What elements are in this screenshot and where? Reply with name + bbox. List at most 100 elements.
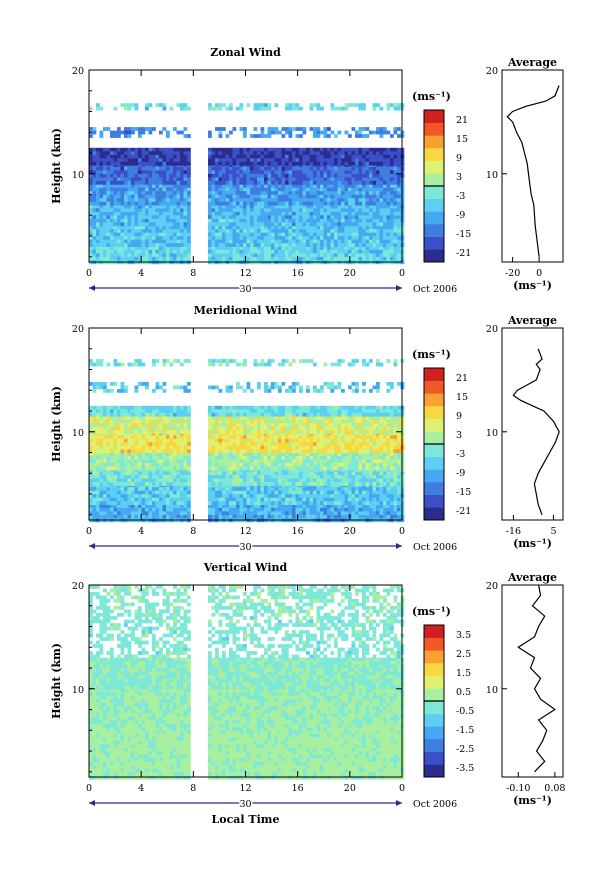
panel2-colorbar-segment-10 [424,380,444,394]
panel2-colorbar-tick-2: 9 [456,411,462,422]
panel3-colorbar-tick-1: 2.5 [456,649,471,660]
panel2-xtick-1: 4 [138,526,144,537]
panel3-profile-ytick-1: 10 [486,685,498,696]
panel3-colorbar-segment-11 [424,625,444,638]
panel1-date-arrow-left [89,285,95,291]
panel1-xtick-2: 8 [190,268,196,279]
panel3-colorbar-segment-10 [424,637,444,651]
panel3-colorbar-tick-3: 0.5 [456,687,471,698]
panel1-title: Zonal Wind [210,46,281,59]
panel1-colorbar-segment-2 [424,224,444,237]
panel1-xtick-1: 4 [138,268,144,279]
panel3-title: Vertical Wind [203,561,288,574]
panel1-colorbar-segment-10 [424,122,444,136]
panel2-colorbar-segment-0 [424,507,444,521]
panel2-colorbar-segment-2 [424,482,444,495]
panel3-heatmap [89,585,405,780]
panel3-ylabel: Height (km) [50,643,63,719]
panel2-xtick-4: 16 [292,526,304,537]
panel3-xtick-1: 4 [138,783,144,794]
panel1-colorbar-segment-9 [424,135,444,149]
panel2-xtick-3: 12 [239,526,251,537]
panel3-colorbar-tick-6: -2.5 [456,744,474,755]
panel3-colorbar-segment-2 [424,739,444,752]
panel1-profile-line [506,85,560,257]
panel3-ytick-0: 20 [72,581,84,592]
xlabel-local-time: Local Time [212,813,280,826]
panel1-ytick-0: 20 [72,66,84,77]
panel1-colorbar-segment-6 [424,173,444,187]
panel1-colorbar-segment-11 [424,110,444,123]
panel2-colorbar-tick-1: 15 [456,392,468,403]
panel1-colorbar-unit: (ms⁻¹) [412,90,451,103]
panel2-heatmap [89,359,405,523]
panel1-profile-xlabel: (ms⁻¹) [513,279,552,292]
panel2-colorbar-segment-3 [424,469,444,483]
panel2-colorbar-segment-1 [424,494,444,508]
panel2-colorbar-tick-4: -3 [456,449,465,460]
panel1-profile-title: Average [507,56,557,69]
panel3-colorbar-segment-9 [424,650,444,664]
panel1-heatmap [89,103,405,265]
panel1-colorbar-tick-7: -21 [456,248,471,259]
panel3-date-arrow-right [396,800,402,806]
panel3-xtick-3: 12 [239,783,251,794]
panel2-colorbar-tick-3: 3 [456,430,462,441]
panel1-colorbar-segment-0 [424,249,444,263]
panel3-colorbar-segment-0 [424,764,444,778]
panel3-profile-title: Average [507,571,557,584]
panel3-date-label: Oct 2006 [413,799,457,810]
panel3-colorbar-segment-5 [424,701,444,714]
panel2-profile-xtick-1: 5 [550,526,556,537]
panel1-colorbar-segment-5 [424,186,444,199]
panel3-colorbar-segment-1 [424,751,444,765]
panel2-colorbar-segment-6 [424,431,444,445]
panel1-colorbar-segment-1 [424,236,444,250]
panel3-xtick-2: 8 [190,783,196,794]
panel3-ytick-1: 10 [72,685,84,696]
panel3-profile-xtick-1: 0.08 [544,783,565,794]
panel3-colorbar-tick-5: -1.5 [456,725,474,736]
panel1-profile-xtick-0: -20 [505,268,520,279]
panel2-xtick-0: 0 [86,526,92,537]
panel2-colorbar-segment-8 [424,406,444,419]
panel1-date-label: Oct 2006 [413,284,457,295]
panel1-xtick-4: 16 [292,268,304,279]
panel1-colorbar-segment-3 [424,211,444,225]
panel2-ytick-0: 20 [72,324,84,335]
panel2-title: Meridional Wind [194,304,298,317]
panel2-date-arrow-right [396,543,402,549]
panel3-colorbar-tick-0: 3.5 [456,630,471,641]
panel1-colorbar-segment-8 [424,148,444,161]
panel2-colorbar-tick-7: -21 [456,506,471,517]
panel3-colorbar-tick-7: -3.5 [456,763,474,774]
panel1-xtick-0: 0 [86,268,92,279]
panel1-colorbar-tick-0: 21 [456,115,468,126]
panel1-colorbar-tick-1: 15 [456,134,468,145]
panel3-date-arrow-left [89,800,95,806]
panel2-profile-ytick-0: 20 [486,324,498,335]
panel1-profile-ytick-0: 20 [486,66,498,77]
panel1-colorbar-tick-3: 3 [456,172,462,183]
panel1-date-arrow-right [396,285,402,291]
panel2-xtick-6: 0 [399,526,405,537]
panel2-colorbar-segment-7 [424,418,444,432]
panel1-colorbar-tick-6: -15 [456,229,471,240]
panel3-colorbar-tick-2: 1.5 [456,668,471,679]
panel2-colorbar-segment-9 [424,393,444,407]
panel2-profile-xtick-0: -16 [506,526,521,537]
panel3-colorbar-segment-7 [424,675,444,689]
panel1-ylabel: Height (km) [50,128,63,204]
panel2-colorbar-segment-5 [424,444,444,457]
panel3-colorbar-unit: (ms⁻¹) [412,605,451,618]
panel1-profile-ytick-1: 10 [486,170,498,181]
panel1-day-label: 30 [239,284,251,295]
panel1-xtick-6: 0 [399,268,405,279]
panel2-colorbar-tick-6: -15 [456,487,471,498]
panel1-xtick-3: 12 [239,268,251,279]
panel1-profile-xtick-1: 0 [536,268,542,279]
panel3-colorbar-segment-6 [424,688,444,702]
panel3-xtick-4: 16 [292,783,304,794]
panel3-xtick-0: 0 [86,783,92,794]
panel1-colorbar-segment-4 [424,198,444,212]
